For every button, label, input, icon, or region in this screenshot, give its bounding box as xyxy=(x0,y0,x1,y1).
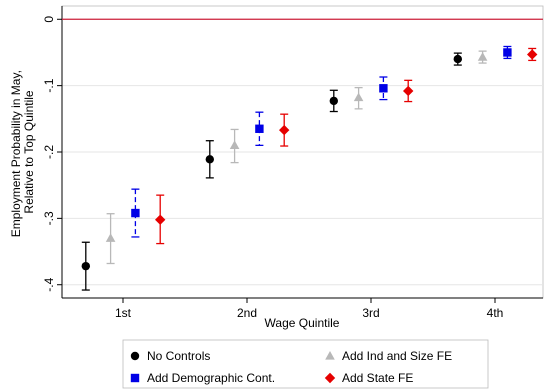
data-point xyxy=(353,92,364,102)
data-point xyxy=(453,54,462,64)
data-point xyxy=(131,208,140,218)
x-axis-label: Wage Quintile xyxy=(265,316,340,330)
grid xyxy=(62,85,543,286)
y-ticks: 0 -.1 -.2 -.3 -.4 xyxy=(42,16,62,292)
x-tick-label: 4th xyxy=(487,306,504,320)
legend-marker xyxy=(130,351,140,361)
data-point xyxy=(379,84,388,93)
x-tick-label: 1st xyxy=(115,306,132,320)
y-tick-label: -.4 xyxy=(42,277,56,291)
legend-marker xyxy=(325,351,335,360)
data-point xyxy=(503,48,512,57)
data-point xyxy=(105,233,116,242)
legend-marker xyxy=(324,372,336,384)
y-tick-label: 0 xyxy=(42,16,56,23)
legend-label: No Controls xyxy=(147,349,210,363)
legend-label: Add Ind and Size FE xyxy=(342,349,452,363)
data-point xyxy=(477,52,488,61)
data-point xyxy=(329,96,338,106)
y-axis-label-line-2: Relative to Top Quintile xyxy=(22,90,36,214)
data-point xyxy=(229,140,240,149)
legend-label: Add State FE xyxy=(342,371,413,385)
y-tick-label: -.1 xyxy=(42,78,56,92)
y-axis-label-line-1: Employment Probability in May, xyxy=(9,70,23,237)
y-tick-label: -.3 xyxy=(42,211,56,225)
y-tick-label: -.2 xyxy=(42,145,56,159)
legend-marker xyxy=(130,373,140,383)
legend xyxy=(122,339,489,389)
legend-label: Add Demographic Cont. xyxy=(147,371,275,385)
x-ticks: 1st 2nd 3rd 4th xyxy=(115,298,503,320)
data-point xyxy=(155,214,166,225)
y-axis-label: Employment Probability in May, Relative … xyxy=(9,67,36,238)
x-tick-label: 2nd xyxy=(237,306,257,320)
data-point xyxy=(279,124,290,136)
data-point xyxy=(81,261,91,271)
data-marks xyxy=(81,45,538,291)
data-point xyxy=(255,124,264,133)
legend-items: No Controls Add Ind and Size FE Add Demogr… xyxy=(130,349,452,385)
x-tick-label: 3rd xyxy=(362,306,379,320)
data-point xyxy=(205,155,214,164)
data-point xyxy=(527,49,538,60)
data-point xyxy=(403,85,414,97)
